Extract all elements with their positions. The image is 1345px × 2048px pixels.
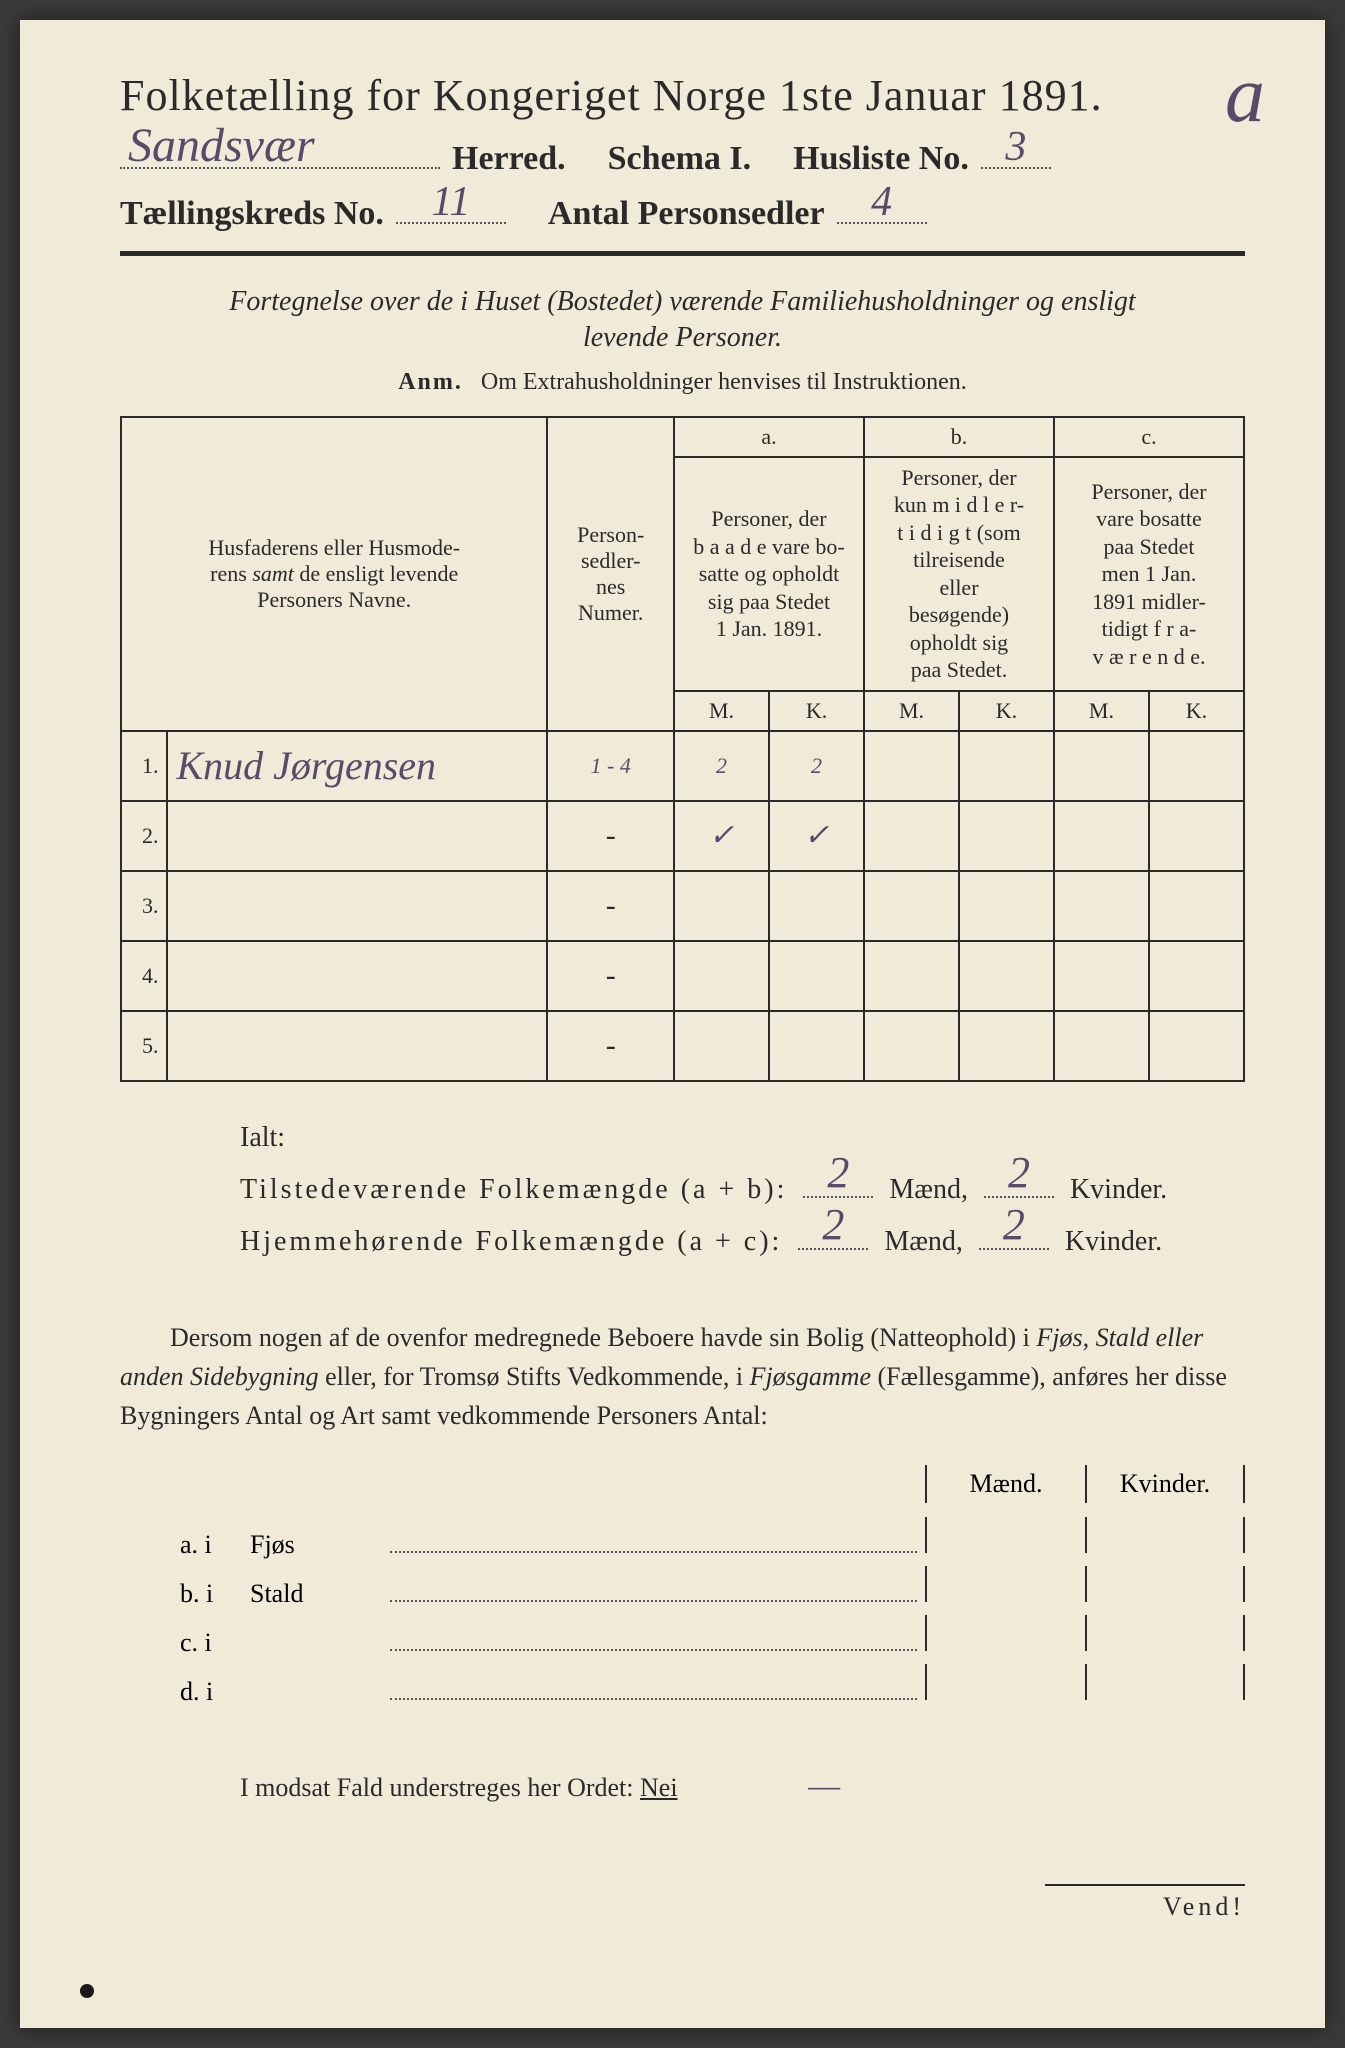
ob-maend: Mænd. [925,1465,1085,1503]
b-k: K. [959,691,1054,731]
subtitle-l1: Fortegnelse over de i Huset (Bostedet) v… [229,286,1135,317]
ck-cell [1149,731,1244,801]
ob-row: b. i Stald [180,1566,1245,1609]
anm-note: Anm. Om Extrahusholdninger henvises til … [120,369,1245,396]
footer-pre: I modsat Fald understreges her Ordet: [240,1773,640,1802]
outbuildings-table: Mænd. Kvinder. a. i Fjøs b. i Stald c. i… [180,1465,1245,1707]
row-num: 4. [121,941,167,1011]
bk-cell [959,731,1054,801]
am-cell: ✓ [674,801,769,871]
name-cell [167,801,547,871]
ialt-label: Ialt: [240,1122,1245,1154]
herred-value: Sandsvær [128,118,315,173]
a-m: M. [674,691,769,731]
anm-text: Om Extrahusholdninger henvises til Instr… [481,369,967,395]
ob-row: c. i [180,1615,1245,1658]
tot2-label: Hjemmehørende Folkemængde (a + c): [240,1226,782,1258]
antal-label: Antal Personsedler [548,195,825,233]
ob-header: Mænd. Kvinder. [180,1465,1245,1503]
a-k: K. [769,691,864,731]
table-row: 3. - [121,871,1244,941]
maend-label: Mænd, [884,1226,963,1258]
form-title: Folketælling for Kongeriget Norge 1ste J… [120,70,1245,121]
c-m: M. [1054,691,1149,731]
head-names: Husfaderens eller Husmode-rens samt de e… [121,417,547,731]
nums-cell: 1 - 4 [547,731,674,801]
census-table: Husfaderens eller Husmode-rens samt de e… [120,416,1245,1082]
ob-kvinder: Kvinder. [1085,1465,1245,1503]
col-b-label: b. [864,417,1054,457]
antal-field: 4 [837,188,927,224]
kvinder-label: Kvinder. [1070,1174,1167,1206]
c-k: K. [1149,691,1244,731]
punch-hole-icon [80,1984,94,1998]
head-nums: Person-sedler-nesNumer. [547,417,674,731]
maend-label: Mænd, [889,1174,968,1206]
col-c-text: Personer, dervare bosattepaa Stedetmen 1… [1054,457,1244,691]
tot1-label: Tilstedeværende Folkemængde (a + b): [240,1174,787,1206]
name-cell: Knud Jørgensen [167,731,547,801]
ak-cell: 2 [769,731,864,801]
husliste-label: Husliste No. [793,140,969,178]
col-a-text: Personer, derb a a d e vare bo-satte og … [674,457,864,691]
husliste-value: 3 [1005,123,1026,171]
table-row: 2. - ✓ ✓ [121,801,1244,871]
divider [120,251,1245,256]
bm-cell [864,731,959,801]
col-a-label: a. [674,417,864,457]
header-row-2: Tællingskreds No. 11 Antal Personsedler … [120,188,1245,233]
footer-nei: Nei [640,1773,678,1802]
anm-label: Anm. [398,369,463,395]
kreds-label: Tællingskreds No. [120,195,384,233]
totals-block: Ialt: Tilstedeværende Folkemængde (a + b… [240,1122,1245,1258]
table-row: 1. Knud Jørgensen 1 - 4 2 2 [121,731,1244,801]
col-b-text: Personer, derkun m i d l e r-t i d i g t… [864,457,1054,691]
ob-row: a. i Fjøs [180,1517,1245,1560]
kreds-value: 11 [431,178,470,226]
herred-field: Sandsvær [120,133,440,169]
nei-mark-icon: — [688,1767,840,1804]
kreds-field: 11 [396,188,506,224]
col-c-label: c. [1054,417,1244,457]
totals-row-resident: Hjemmehørende Folkemængde (a + c): 2 Mæn… [240,1214,1245,1258]
footer-line: I modsat Fald understreges her Ordet: Ne… [120,1767,1245,1804]
tot2-k-field: 2 [979,1214,1049,1250]
census-form-page: a Folketælling for Kongeriget Norge 1ste… [20,20,1325,2028]
vend-label: Vend! [1045,1884,1245,1922]
totals-row-present: Tilstedeværende Folkemængde (a + b): 2 M… [240,1162,1245,1206]
row-num: 3. [121,871,167,941]
row-num: 5. [121,1011,167,1081]
cm-cell [1054,731,1149,801]
nums-cell: - [547,801,674,871]
table-row: 5. - [121,1011,1244,1081]
husliste-field: 3 [981,133,1051,169]
row-num: 2. [121,801,167,871]
subtitle: Fortegnelse over de i Huset (Bostedet) v… [120,284,1245,357]
subtitle-l2: levende Personer. [583,322,782,353]
tot1-m-field: 2 [803,1162,873,1198]
row-num: 1. [121,731,167,801]
ob-row: d. i [180,1664,1245,1707]
b-m: M. [864,691,959,731]
name-value: Knud Jørgensen [176,743,436,788]
outbuildings-para: Dersom nogen af de ovenfor medregnede Be… [120,1318,1245,1435]
herred-label: Herred. [452,140,566,178]
table-row: 4. - [121,941,1244,1011]
tot1-k-field: 2 [984,1162,1054,1198]
schema-label: Schema I. [608,140,752,178]
tot2-m-field: 2 [798,1214,868,1250]
ak-cell: ✓ [769,801,864,871]
am-cell: 2 [674,731,769,801]
corner-annotation: a [1225,50,1265,141]
antal-value: 4 [871,178,892,226]
header-row-1: Sandsvær Herred. Schema I. Husliste No. … [120,133,1245,178]
kvinder-label: Kvinder. [1065,1226,1162,1258]
